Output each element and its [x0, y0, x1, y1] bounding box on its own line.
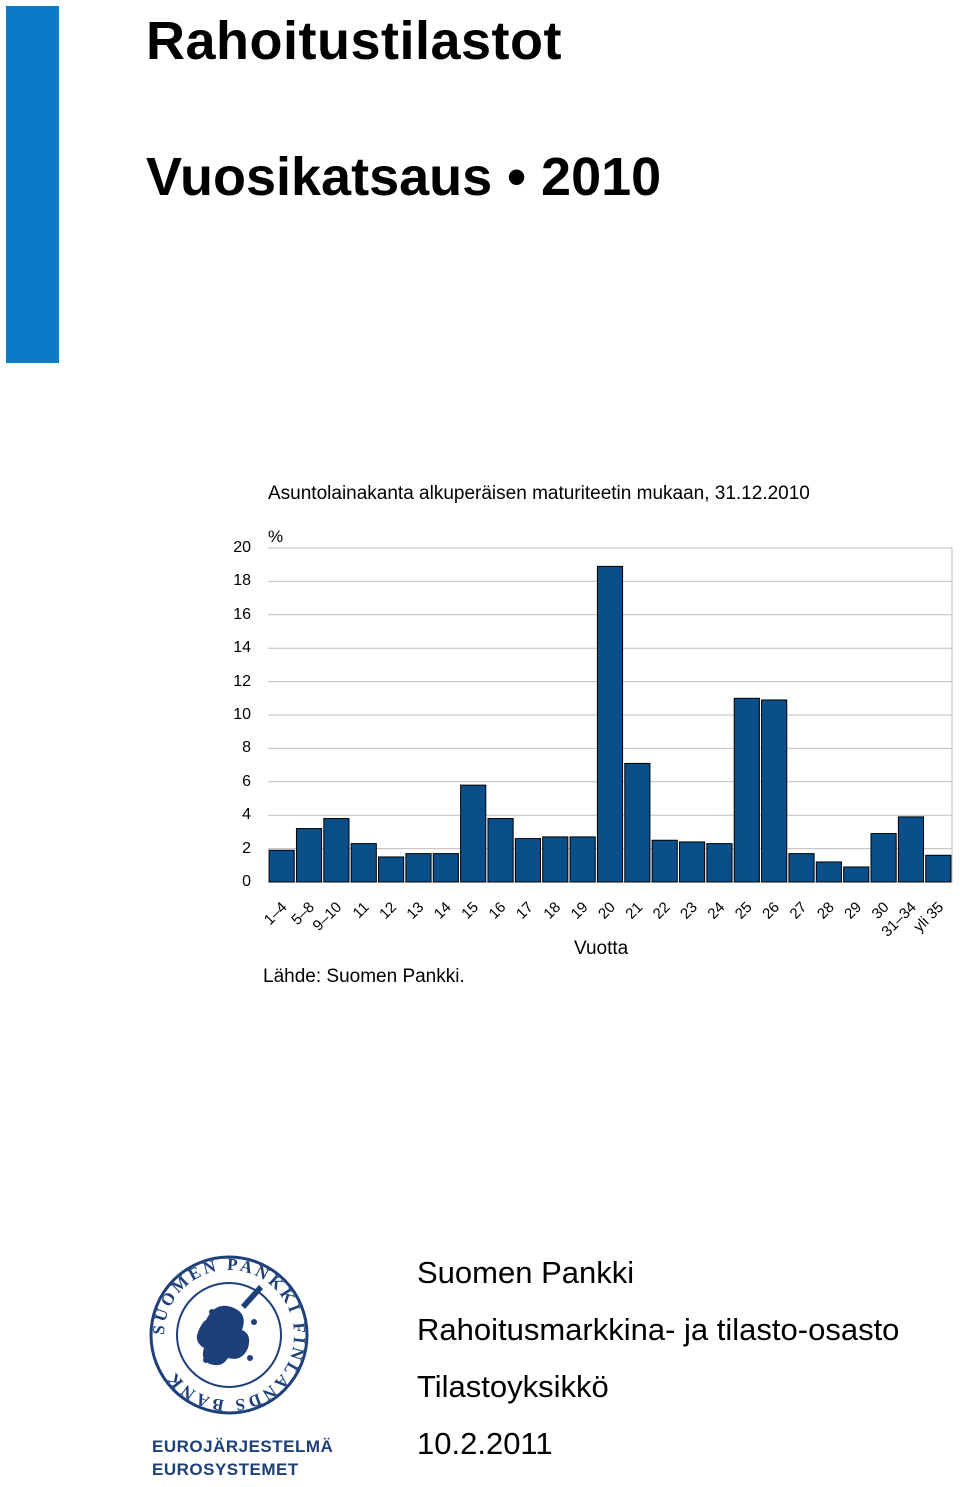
bar [706, 843, 733, 883]
bar [870, 833, 897, 883]
x-tick-label: 18 [540, 899, 564, 923]
y-tick-label: 6 [242, 772, 251, 790]
y-tick-label: 10 [233, 706, 251, 723]
x-tick-label: 22 [650, 899, 674, 923]
accent-bar [6, 6, 59, 363]
x-tick-label: 20 [595, 899, 619, 923]
bar-chart: 1–45–89–10 11 12 13 14 15 16 17 18 19 20 21 22 23 24 25… [261, 547, 953, 940]
bar [815, 861, 842, 883]
x-tick-label: 13 [403, 899, 427, 923]
bar [651, 839, 678, 883]
logo-line-2: EUROSYSTEMET [152, 1460, 299, 1479]
chart-title: Asuntolainakanta alkuperäisen maturiteet… [268, 483, 810, 504]
x-tick-label: 24 [704, 899, 728, 923]
y-axis-unit: % [268, 527, 284, 546]
footer-org: Suomen Pankki [417, 1255, 635, 1290]
footer-date: 10.2.2011 [417, 1426, 553, 1461]
bar [268, 849, 295, 883]
footer-department: Rahoitusmarkkina- ja tilasto-osasto [417, 1312, 900, 1347]
bar [569, 836, 596, 883]
x-tick-label: 17 [513, 899, 537, 923]
x-tick-label: 19 [568, 899, 592, 923]
x-tick-label: 28 [814, 899, 838, 923]
bank-seal-icon: SUOMEN PANKKI FINLANDS BANK [149, 1255, 309, 1415]
y-tick-label: 4 [242, 806, 251, 824]
x-tick-label: 21 [622, 899, 646, 923]
y-tick-label: 20 [233, 539, 251, 556]
y-tick-label: 12 [233, 672, 251, 690]
y-tick-label: 0 [242, 873, 251, 890]
bar [323, 818, 350, 883]
bar [432, 853, 459, 883]
bar [350, 843, 377, 883]
suomen-pankki-logo: SUOMEN PANKKI FINLANDS BANK [146, 1250, 312, 1482]
page-subtitle: Vuosikatsaus • 2010 [146, 147, 662, 207]
x-axis-title: Vuotta [574, 938, 629, 959]
x-tick-label: 9–10 [310, 899, 346, 935]
x-tick-label: 26 [759, 899, 783, 923]
x-tick-label: 29 [841, 899, 865, 923]
y-tick-label: 16 [233, 605, 251, 623]
bar [405, 853, 432, 883]
x-tick-label: 25 [732, 899, 756, 923]
x-tick-label: yli 35 [910, 899, 947, 936]
bar [514, 838, 542, 883]
logo-line-1: EUROJÄRJESTELMÄ [152, 1437, 334, 1456]
bar [678, 841, 706, 883]
bar [788, 853, 815, 883]
bar [378, 856, 405, 883]
y-tick-label: 18 [233, 572, 251, 590]
bar [761, 699, 788, 883]
x-tick-label: 11 [350, 899, 373, 922]
y-tick-label: 8 [242, 739, 251, 757]
y-tick-label: 14 [233, 639, 251, 657]
bar [624, 762, 651, 883]
x-tick-label: 23 [677, 899, 701, 923]
bar [487, 818, 514, 883]
page-title: Rahoitustilastot [146, 11, 563, 71]
bar [596, 565, 624, 883]
x-tick-label: 27 [787, 899, 811, 923]
x-tick-label: 14 [431, 899, 455, 923]
y-tick-label: 2 [242, 839, 251, 857]
bar [925, 854, 952, 883]
x-tick-label: 1–4 [261, 899, 291, 929]
bar [733, 697, 760, 883]
bar [542, 836, 569, 883]
bar [843, 866, 870, 883]
x-tick-label: 12 [376, 899, 400, 923]
bar [897, 816, 925, 883]
bar [295, 828, 323, 883]
bar [460, 784, 487, 883]
source-note: Lähde: Suomen Pankki. [263, 966, 465, 987]
x-tick-label: 16 [486, 899, 510, 923]
footer-unit: Tilastoyksikkö [417, 1369, 609, 1404]
x-tick-label: 15 [458, 899, 482, 923]
